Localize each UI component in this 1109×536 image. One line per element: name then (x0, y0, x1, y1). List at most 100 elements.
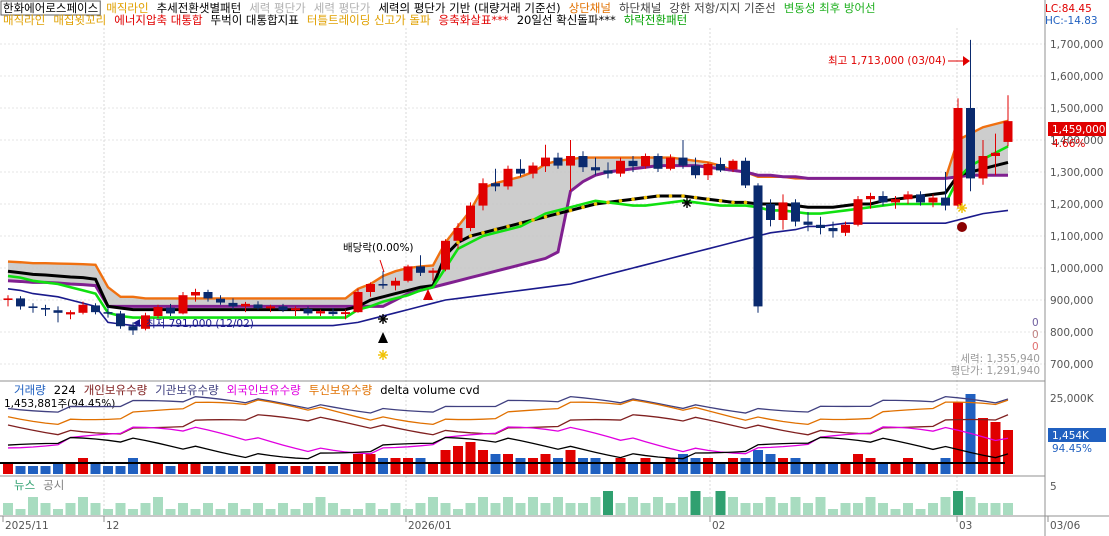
volume-bar (978, 418, 988, 474)
signal-dot (743, 200, 748, 205)
news-bar (378, 509, 388, 515)
x-tick-label: 03 (959, 520, 972, 532)
news-bar (765, 497, 776, 515)
candle-body (303, 308, 313, 314)
star-marker (957, 203, 967, 213)
news-bar (453, 509, 463, 515)
candle-body (278, 306, 288, 311)
volume-bar (190, 462, 201, 474)
candle-body (3, 298, 13, 300)
volume-bar (578, 458, 588, 474)
news-pane (3, 491, 1013, 515)
news-bar (478, 497, 488, 515)
y-tick-label: 1,200,000 (1050, 199, 1103, 211)
dividend-annotation: 배당락(0.00%) (343, 242, 414, 254)
candle-body (216, 298, 225, 303)
volume-bar (315, 466, 326, 474)
candle-body (91, 305, 100, 313)
candle-body (491, 183, 500, 187)
news-bar (753, 503, 763, 515)
foreign-holdings-line (7, 426, 1009, 455)
candle-body (253, 304, 263, 308)
candle-body (878, 196, 888, 203)
candle-body (628, 160, 638, 167)
volume-bar (140, 462, 151, 474)
news-bar (690, 491, 701, 515)
legend-item: 거래량 (14, 383, 46, 397)
candle-body (78, 304, 88, 313)
low-annotation: 최저 791,000 (12/02) (146, 318, 254, 330)
candle-body (691, 165, 700, 176)
y-tick-label: 1,600,000 (1050, 71, 1103, 83)
candle-body (228, 302, 238, 307)
legend-box (0, 0, 101, 16)
news-bar (1003, 503, 1013, 515)
volume-bar (640, 458, 651, 474)
volume-bar (615, 458, 626, 474)
candle-body (41, 308, 50, 310)
candle-body (753, 185, 763, 307)
signal-dot (693, 195, 698, 200)
volume-bar (740, 458, 751, 474)
candle-body (203, 292, 213, 299)
volume-bar (728, 458, 738, 474)
trust-holdings-line (7, 399, 1009, 426)
news-bar (203, 503, 213, 515)
candle-body (828, 228, 838, 232)
candle-body (728, 160, 738, 170)
candle-body (616, 160, 625, 174)
news-bar (878, 503, 888, 515)
news-bar (640, 503, 651, 515)
news-bar (403, 509, 413, 515)
volume-bar (340, 462, 351, 474)
volume-bar (553, 458, 563, 474)
volume-bar (415, 458, 426, 474)
candle-body (291, 308, 300, 311)
volume-bar (40, 466, 51, 474)
star-marker (378, 314, 388, 324)
news-bar (40, 503, 51, 515)
volume-bar (990, 422, 1001, 474)
news-bar (228, 503, 238, 515)
volume-bar (590, 458, 601, 474)
candle-body (153, 307, 163, 316)
volume-bar (865, 458, 876, 474)
news-bar (428, 497, 438, 515)
volume-bar (653, 462, 663, 474)
news-bar (153, 497, 163, 515)
chart-markers (133, 56, 970, 360)
volume-bar (303, 466, 313, 474)
news-bar (253, 503, 263, 515)
news-bar (3, 503, 13, 515)
high-annotation: 최고 1,713,000 (03/04) (828, 55, 946, 67)
candle-body (953, 108, 963, 206)
volume-bar (265, 462, 276, 474)
volume-bar (840, 462, 851, 474)
x-tick-label: 12 (106, 520, 119, 532)
news-bar (703, 497, 713, 515)
signal-dot (581, 205, 585, 209)
news-bar (115, 503, 126, 515)
signal-dot (518, 221, 523, 225)
candle-body (766, 204, 775, 220)
channel-area (8, 120, 1008, 307)
news-bar (390, 503, 401, 515)
candle-body (666, 157, 675, 169)
legend-item: 외국인보유수량 (227, 383, 301, 397)
legend-item: 매직라인 (3, 13, 45, 27)
news-bar (128, 509, 138, 515)
volume-bar (65, 462, 76, 474)
news-bar (365, 503, 376, 515)
volume-bar (115, 466, 126, 474)
y-tick-label: 1,400,000 (1050, 135, 1103, 147)
x-axis: 2025/11 12 2026/01 02 03 03/06 (2, 516, 1081, 532)
candle-body (503, 168, 513, 187)
candle-body (466, 205, 475, 228)
signal-dot (531, 218, 535, 222)
volume-bar (953, 402, 963, 474)
news-bar (90, 503, 101, 515)
low-arrow-icon (133, 319, 140, 327)
volume-bar (290, 466, 301, 474)
legend-row-2: 매직라인 매집윗꼬리 에너지압축 대통합 뚜벅이 대통합지표 터틀트레이딩 신고가 돌파… (3, 13, 687, 27)
